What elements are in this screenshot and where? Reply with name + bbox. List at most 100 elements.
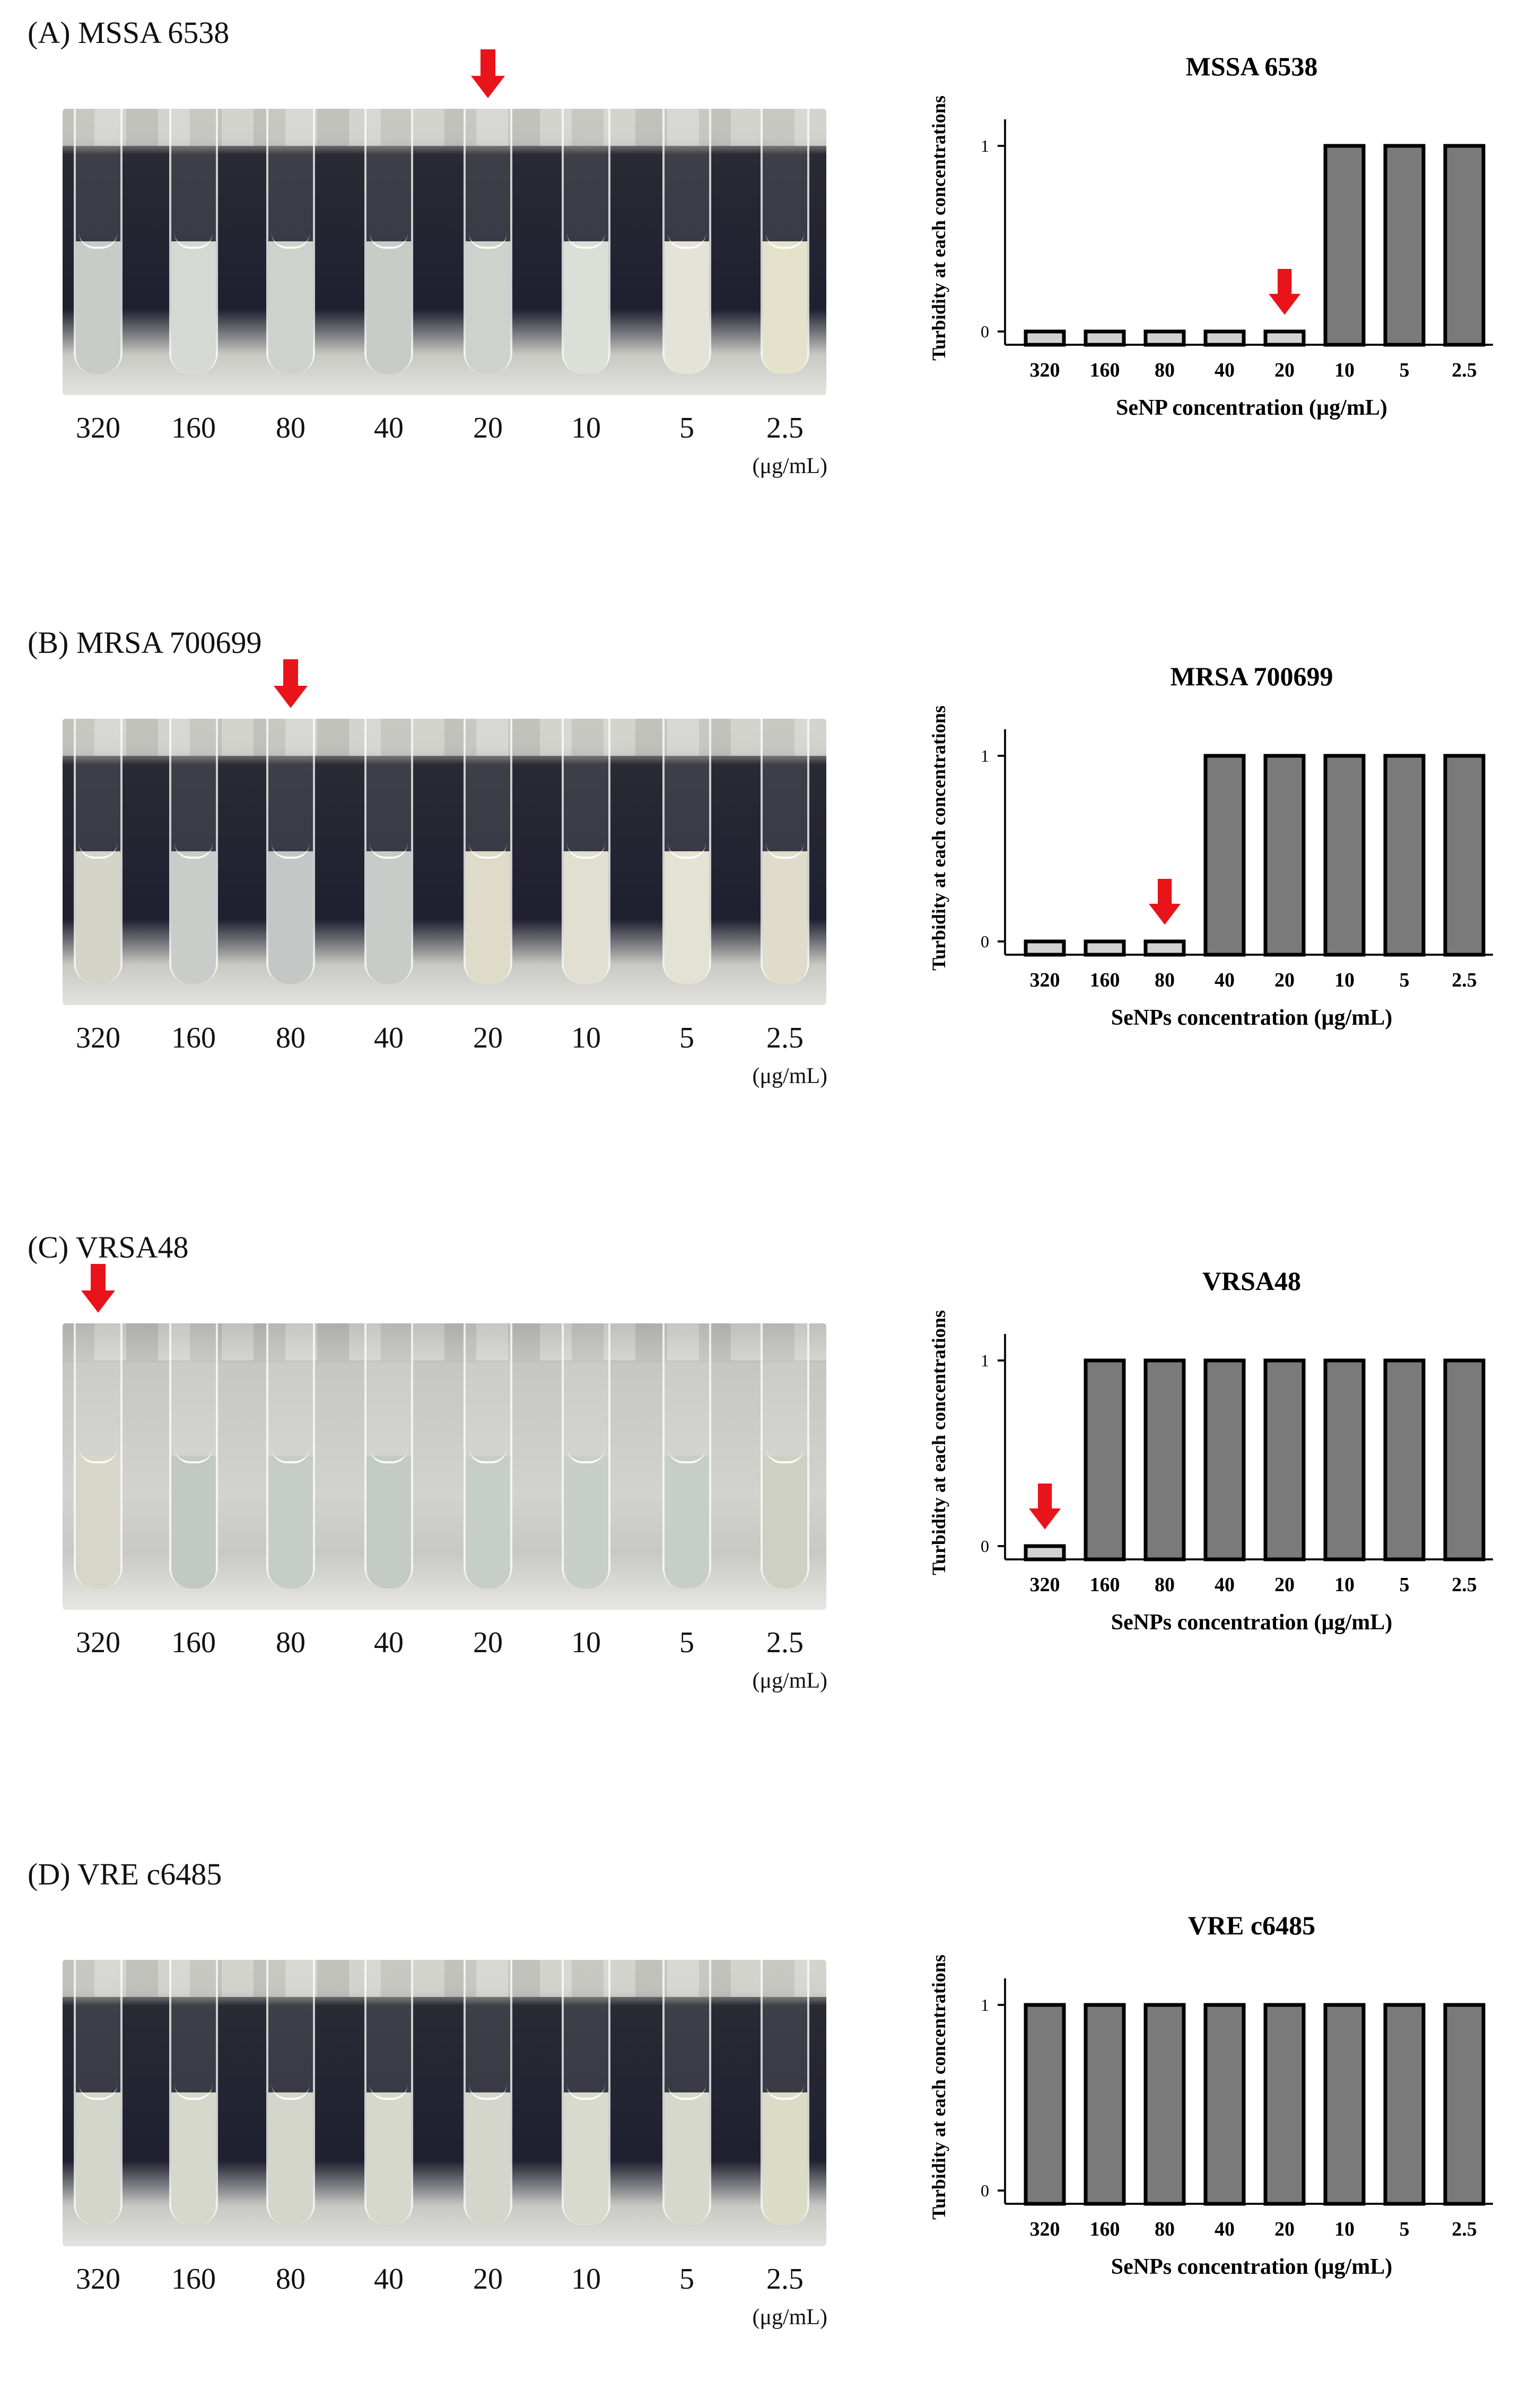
y-axis-label: Turbidity at each concentrations [928,1310,949,1575]
test-tube [266,1323,315,1589]
concentration-label: 10 [571,2263,601,2296]
red-arrow-icon [274,659,308,708]
tube-liquid [268,1456,313,1589]
concentration-label: 320 [76,1022,120,1054]
tube-meniscus [174,2084,213,2100]
x-tick-label: 80 [1155,1574,1175,1596]
tube-meniscus [79,1447,117,1463]
x-tick-label: 10 [1334,359,1355,381]
tube-liquid [366,851,411,984]
tube-liquid [466,851,510,984]
concentration-label: 320 [76,1626,120,1659]
tube-meniscus [272,233,310,249]
x-tick-label: 160 [1090,359,1120,381]
x-tick-label: 20 [1274,1574,1295,1596]
tube-liquid [171,241,216,374]
x-tick-label: 10 [1334,2218,1355,2240]
test-tube [74,109,123,374]
tube-liquid [76,2092,120,2225]
unit-label: (μg/mL) [752,1064,827,1088]
test-tube [464,1323,512,1589]
tube-liquid [76,241,120,374]
x-tick-label: 40 [1215,2218,1235,2240]
concentration-label: 5 [679,1022,694,1054]
bar [1323,754,1366,957]
x-tick-label: 5 [1400,359,1410,381]
tube-liquid [171,851,216,984]
bar [1203,329,1246,347]
tube-meniscus [567,2084,605,2100]
tube-meniscus [766,233,804,249]
x-tick-label: 5 [1400,2218,1410,2240]
tube-liquid [466,241,510,374]
tube-liquid [366,2092,411,2225]
x-tick-label: 2.5 [1452,969,1477,991]
x-tick-label: 2.5 [1452,359,1477,381]
panel-a: (A) MSSA 6538 320 160 80 40 20 10 5 2.5 (μg/mL) MS… [0,0,1537,583]
tube-meniscus [272,843,310,859]
tube-meniscus [567,1447,605,1463]
chart-title: MSSA 6538 [1186,51,1318,81]
bar [1263,1358,1306,1561]
concentration-label: 20 [473,1022,503,1054]
tube-liquid [171,2092,216,2225]
tube-liquid [366,1456,411,1589]
bar [1143,2003,1186,2206]
test-tube [562,1960,610,2225]
test-tube [761,719,809,984]
test-tube [169,1323,218,1589]
panel-d: (D) VRE c6485 320 160 80 40 20 10 5 2.5 (μg/mL) VR… [0,1825,1537,2408]
turbidity-bar-chart: VRSA48 Turbidity at each concentrations 0 1… [928,1266,1493,1635]
x-axis-label: SeNPs concentration (µg/mL) [1111,1006,1392,1030]
x-tick-label: 160 [1090,969,1120,991]
panel-b: (B) MRSA 700699 320 160 80 40 20 10 5 2.5 (μg/mL)… [0,610,1537,1193]
bar [1024,939,1066,957]
test-tube [266,719,315,984]
bar [1143,939,1186,957]
panel-label: (C) VRSA48 [28,1230,189,1264]
concentration-label: 10 [571,1022,601,1054]
test-tube [662,719,711,984]
x-tick-label: 80 [1155,969,1175,991]
tube-liquid [564,851,608,984]
concentration-label: 5 [679,412,694,444]
concentration-label: 2.5 [766,412,804,444]
x-tick-label: 160 [1090,2218,1120,2240]
tube-meniscus [567,233,605,249]
bar [1024,1544,1066,1561]
red-arrow-icon [1149,879,1181,925]
concentration-label: 160 [171,1626,216,1659]
tube-meniscus [174,233,213,249]
tube-meniscus [370,2084,408,2100]
tube-meniscus [567,843,605,859]
tube-meniscus [469,1447,507,1463]
bar [1323,1358,1366,1561]
bar [1443,144,1486,347]
x-tick-label: 10 [1334,969,1355,991]
x-tick-label: 80 [1155,2218,1175,2240]
panel-label: (A) MSSA 6538 [28,15,230,50]
y-tick-label: 0 [981,932,989,951]
concentration-label: 80 [276,412,305,444]
test-tube [74,1960,123,2225]
chart-title: MRSA 700699 [1171,661,1333,691]
tube-liquid [171,1456,216,1589]
tube-meniscus [668,2084,706,2100]
concentration-label: 80 [276,1626,305,1659]
x-tick-label: 160 [1090,1574,1120,1596]
bar [1203,2003,1246,2206]
x-axis-label: SeNPs concentration (µg/mL) [1111,2255,1392,2279]
concentration-label: 160 [171,1022,216,1054]
tube-meniscus [174,843,213,859]
x-tick-label: 320 [1030,359,1060,381]
red-arrow-icon [81,1264,115,1313]
y-axis-label: Turbidity at each concentrations [928,705,949,971]
bar [1443,754,1486,957]
unit-label: (μg/mL) [752,454,827,478]
red-arrow-icon [471,49,505,98]
test-tube [464,109,512,374]
turbidity-bar-chart: MRSA 700699 Turbidity at each concentrati… [928,661,1493,1030]
bar [1084,939,1126,957]
test-tube [662,109,711,374]
y-tick-label: 0 [981,2181,989,2200]
